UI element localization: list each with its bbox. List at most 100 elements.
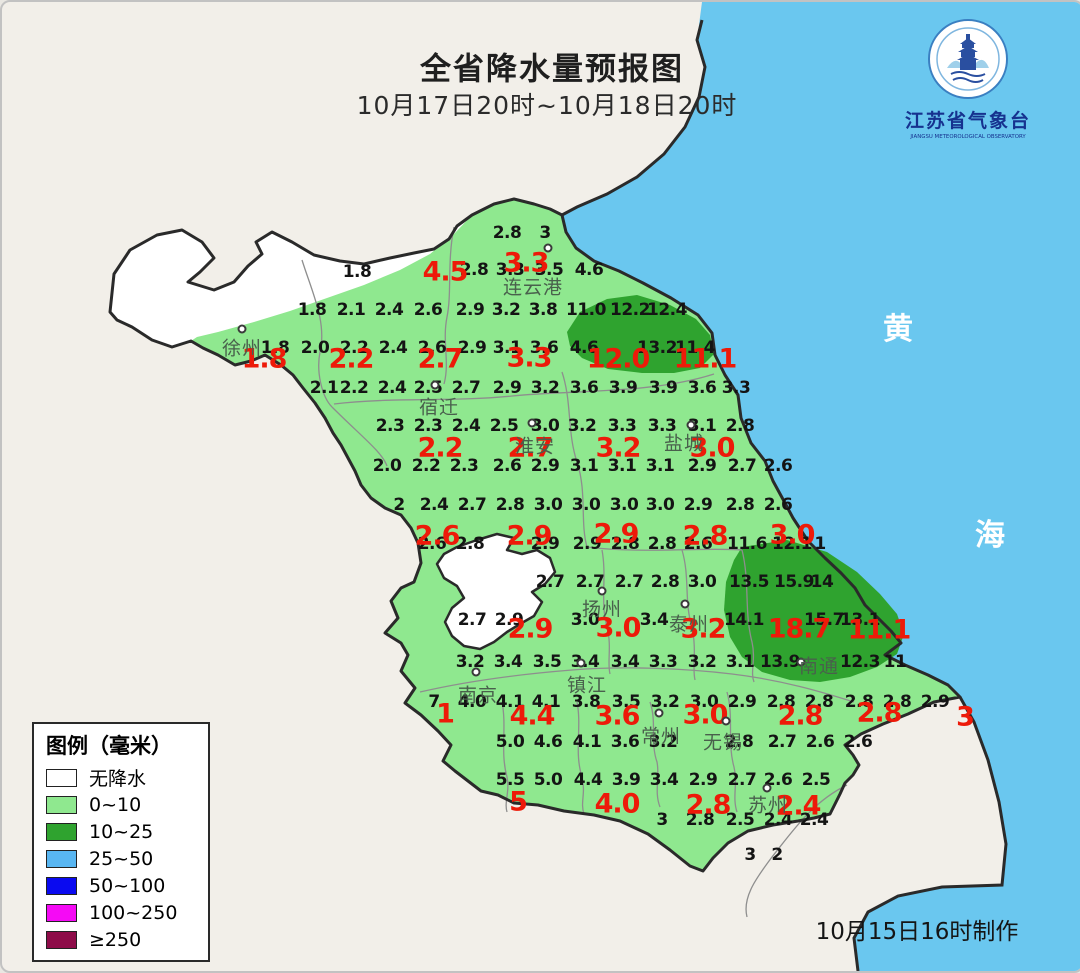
legend-row: ≥250 [46, 926, 198, 953]
station-value: 4.6 [574, 260, 604, 280]
station-value: 2.6 [492, 456, 522, 476]
station-value: 2.8 [459, 260, 489, 280]
station-value: 2.1 [336, 300, 366, 320]
station-value: 2.2 [339, 338, 369, 358]
area-forecast-value: 3 [956, 701, 975, 733]
area-forecast-value: 11.1 [673, 343, 738, 375]
city-label: 苏州 [747, 794, 789, 817]
station-value: 3.1 [607, 456, 637, 476]
station-value: 5.0 [533, 770, 563, 790]
city-marker-icon [527, 418, 537, 428]
station-value: 2.7 [575, 572, 605, 592]
rain-band-10-25-southeast [724, 540, 904, 682]
station-value: 4.4 [573, 770, 603, 790]
station-value: 13.9 [760, 652, 800, 672]
area-forecast-value: 2.4 [775, 790, 822, 822]
area-forecast-value: 11.1 [847, 614, 912, 646]
station-value: 14 [810, 572, 834, 592]
station-value: 3.0 [533, 495, 563, 515]
area-forecast-value: 3.0 [595, 612, 642, 644]
station-value: 3.3 [647, 416, 677, 436]
area-forecast-value: 12.0 [586, 343, 651, 375]
station-value: 2.9 [688, 770, 718, 790]
city-label: 扬州 [581, 598, 623, 621]
area-forecast-value: 2.2 [328, 343, 375, 375]
station-value: 3.3 [607, 416, 637, 436]
station-value: 2.3 [449, 456, 479, 476]
station-value: 4.6 [569, 338, 599, 358]
station-value: 2.5 [801, 770, 831, 790]
station-value: 3.0 [530, 416, 560, 436]
station-value: 3.8 [528, 300, 558, 320]
station-value: 2.9 [572, 534, 602, 554]
area-forecast-value: 4.0 [594, 788, 641, 820]
station-value: 3.3 [721, 378, 751, 398]
city-marker-icon [237, 324, 247, 334]
station-value: 3.4 [639, 610, 669, 630]
station-value: 12.3 [840, 652, 880, 672]
station-value: 3.2 [650, 692, 680, 712]
station-value: 7 [428, 692, 440, 712]
city-label: 泰州 [668, 613, 710, 636]
city-label: 南通 [798, 655, 840, 678]
area-forecast-value: 3.3 [506, 342, 553, 374]
logo-org-name: 江苏省气象台 [904, 110, 1031, 132]
station-value: 3.5 [534, 260, 564, 280]
station-value: 3.6 [529, 338, 559, 358]
city-label: 徐州 [221, 337, 263, 360]
station-value: 11.4 [675, 338, 715, 358]
city-marker-icon [680, 599, 690, 609]
station-value: 3.2 [567, 416, 597, 436]
station-value: 3.1 [687, 416, 717, 436]
area-forecast-value: 3.2 [680, 613, 727, 645]
station-value: 1.8 [297, 300, 327, 320]
legend-label: 无降水 [89, 768, 147, 790]
area-forecast-value: 2.7 [417, 343, 464, 375]
station-value: 15.9 [774, 572, 814, 592]
station-value: 3.2 [687, 652, 717, 672]
city-label: 南京 [457, 684, 499, 707]
area-forecast-value: 2.9 [593, 518, 640, 550]
station-value: 2.4 [763, 810, 793, 830]
legend-color-swatch [46, 795, 77, 814]
station-value: 2.8 [725, 416, 755, 436]
city-marker-icon [654, 708, 664, 718]
station-value: 3 [744, 845, 756, 865]
station-value: 2.9 [530, 456, 560, 476]
station-value: 3.2 [491, 300, 521, 320]
station-value: 12.1 [772, 534, 812, 554]
city-marker-icon [686, 420, 696, 430]
station-value: 3.9 [608, 378, 638, 398]
station-value: 12.2 [610, 300, 650, 320]
area-forecast-value: 3.3 [503, 247, 550, 279]
station-value: 2.9 [494, 610, 524, 630]
city-marker-icon [471, 667, 481, 677]
station-value: 13.2 [637, 338, 677, 358]
station-value: 2.8 [685, 810, 715, 830]
station-value: 2.8 [804, 692, 834, 712]
station-value: 3.0 [687, 572, 717, 592]
station-value: 2.6 [417, 338, 447, 358]
station-value: 3.0 [571, 495, 601, 515]
city-label: 连云港 [502, 276, 564, 299]
station-value: 4.1 [531, 692, 561, 712]
station-value: 2.8 [725, 495, 755, 515]
station-value: 2.6 [805, 732, 835, 752]
station-value: 2.7 [727, 456, 757, 476]
station-value: 2 [393, 495, 405, 515]
station-value: 3.6 [610, 732, 640, 752]
station-value: 2.6 [417, 534, 447, 554]
station-value: 2.9 [687, 456, 717, 476]
station-value: 2.7 [535, 572, 565, 592]
station-value: 2.0 [372, 456, 402, 476]
station-value: 3.1 [492, 338, 522, 358]
station-value: 2.1 [309, 378, 339, 398]
station-value: 2.7 [457, 495, 487, 515]
yellow-sea [562, 2, 1080, 971]
station-value: 3.4 [649, 770, 679, 790]
station-value: 14.1 [724, 610, 764, 630]
station-value: 2.4 [374, 300, 404, 320]
area-forecast-value: 2.8 [777, 700, 824, 732]
station-value: 3.2 [648, 732, 678, 752]
